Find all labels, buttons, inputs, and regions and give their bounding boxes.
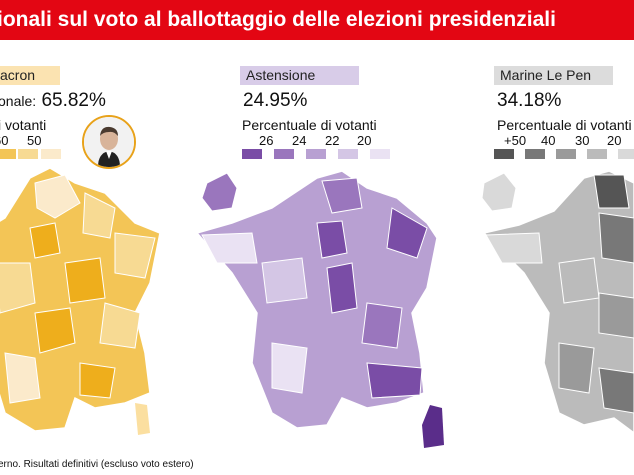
map-region bbox=[558, 342, 595, 394]
map-corsica bbox=[422, 405, 444, 448]
legend-tick: 60 bbox=[0, 133, 9, 148]
legend-tick: 24 bbox=[292, 133, 307, 148]
legend-swatch bbox=[525, 149, 545, 159]
legend-swatch bbox=[41, 149, 61, 159]
map-region bbox=[326, 262, 358, 314]
map-region bbox=[261, 257, 308, 304]
map-region bbox=[29, 222, 61, 259]
candidate-label-macron: acron bbox=[0, 66, 60, 85]
legend-swatch bbox=[370, 149, 390, 159]
page-title: ionali sul voto al ballottaggio delle el… bbox=[0, 8, 556, 31]
legend-swatch bbox=[618, 149, 634, 159]
map-region bbox=[34, 307, 76, 354]
source-note: erno. Risultati definitivi (escluso voto… bbox=[0, 459, 194, 470]
legend-tick: 20 bbox=[357, 133, 372, 148]
legend-swatch bbox=[274, 149, 294, 159]
map-lepen bbox=[481, 170, 634, 434]
legend-swatch bbox=[18, 149, 38, 159]
legend-swatch bbox=[556, 149, 576, 159]
legend-swatch bbox=[494, 149, 514, 159]
map-region bbox=[82, 192, 116, 239]
legend-tick: +50 bbox=[504, 133, 527, 148]
national-value-lepen: 34.18% bbox=[497, 90, 562, 111]
map-region bbox=[361, 302, 403, 349]
legend-tick: 50 bbox=[27, 133, 42, 148]
legend-tick: 40 bbox=[541, 133, 556, 148]
map-region bbox=[598, 212, 634, 264]
candidate-label-astensione: Astensione bbox=[240, 66, 359, 85]
map-region bbox=[34, 174, 81, 219]
map-region bbox=[366, 362, 423, 399]
legend-swatch bbox=[306, 149, 326, 159]
legend-tick: 20 bbox=[607, 133, 622, 148]
map-region bbox=[316, 220, 348, 259]
map-astensione bbox=[195, 170, 444, 448]
legend-title-astensione: Percentuale di votanti bbox=[242, 117, 377, 133]
title-bar: ionali sul voto al ballottaggio delle el… bbox=[0, 0, 634, 40]
map-region bbox=[558, 257, 600, 304]
national-percent: 65.82% bbox=[41, 90, 106, 111]
legend-swatch bbox=[338, 149, 358, 159]
map-region bbox=[201, 232, 258, 264]
portrait-icon bbox=[84, 117, 134, 167]
map-region bbox=[593, 174, 630, 209]
map-inset-paris bbox=[481, 172, 517, 212]
map-region bbox=[386, 207, 428, 259]
legend-title-lepen: Percentuale di votanti bbox=[497, 117, 632, 133]
map-region bbox=[598, 292, 634, 339]
map-region bbox=[79, 362, 116, 399]
map-region bbox=[485, 232, 543, 264]
map-region bbox=[114, 232, 156, 279]
map-region bbox=[4, 352, 41, 404]
national-value-macron: onale: 65.82% bbox=[0, 90, 106, 112]
legend-swatch bbox=[242, 149, 262, 159]
map-region bbox=[64, 257, 106, 304]
map-region bbox=[99, 302, 141, 349]
legend-tick: 26 bbox=[259, 133, 274, 148]
map-corsica bbox=[135, 403, 150, 435]
legend-swatch bbox=[587, 149, 607, 159]
map-macron bbox=[0, 167, 161, 435]
map-region bbox=[0, 262, 36, 314]
map-region bbox=[321, 177, 363, 214]
map-region bbox=[598, 367, 634, 414]
legend-tick: 30 bbox=[575, 133, 590, 148]
candidate-label-lepen: Marine Le Pen bbox=[494, 66, 613, 85]
national-value-astensione: 24.95% bbox=[243, 90, 308, 111]
legend-title-macron: i votanti bbox=[0, 117, 47, 133]
legend-tick: 22 bbox=[325, 133, 340, 148]
national-prefix: onale: bbox=[0, 93, 37, 109]
legend-swatch bbox=[0, 149, 16, 159]
map-region bbox=[271, 342, 308, 394]
candidate-avatar bbox=[82, 115, 136, 169]
map-inset-paris bbox=[201, 172, 238, 212]
